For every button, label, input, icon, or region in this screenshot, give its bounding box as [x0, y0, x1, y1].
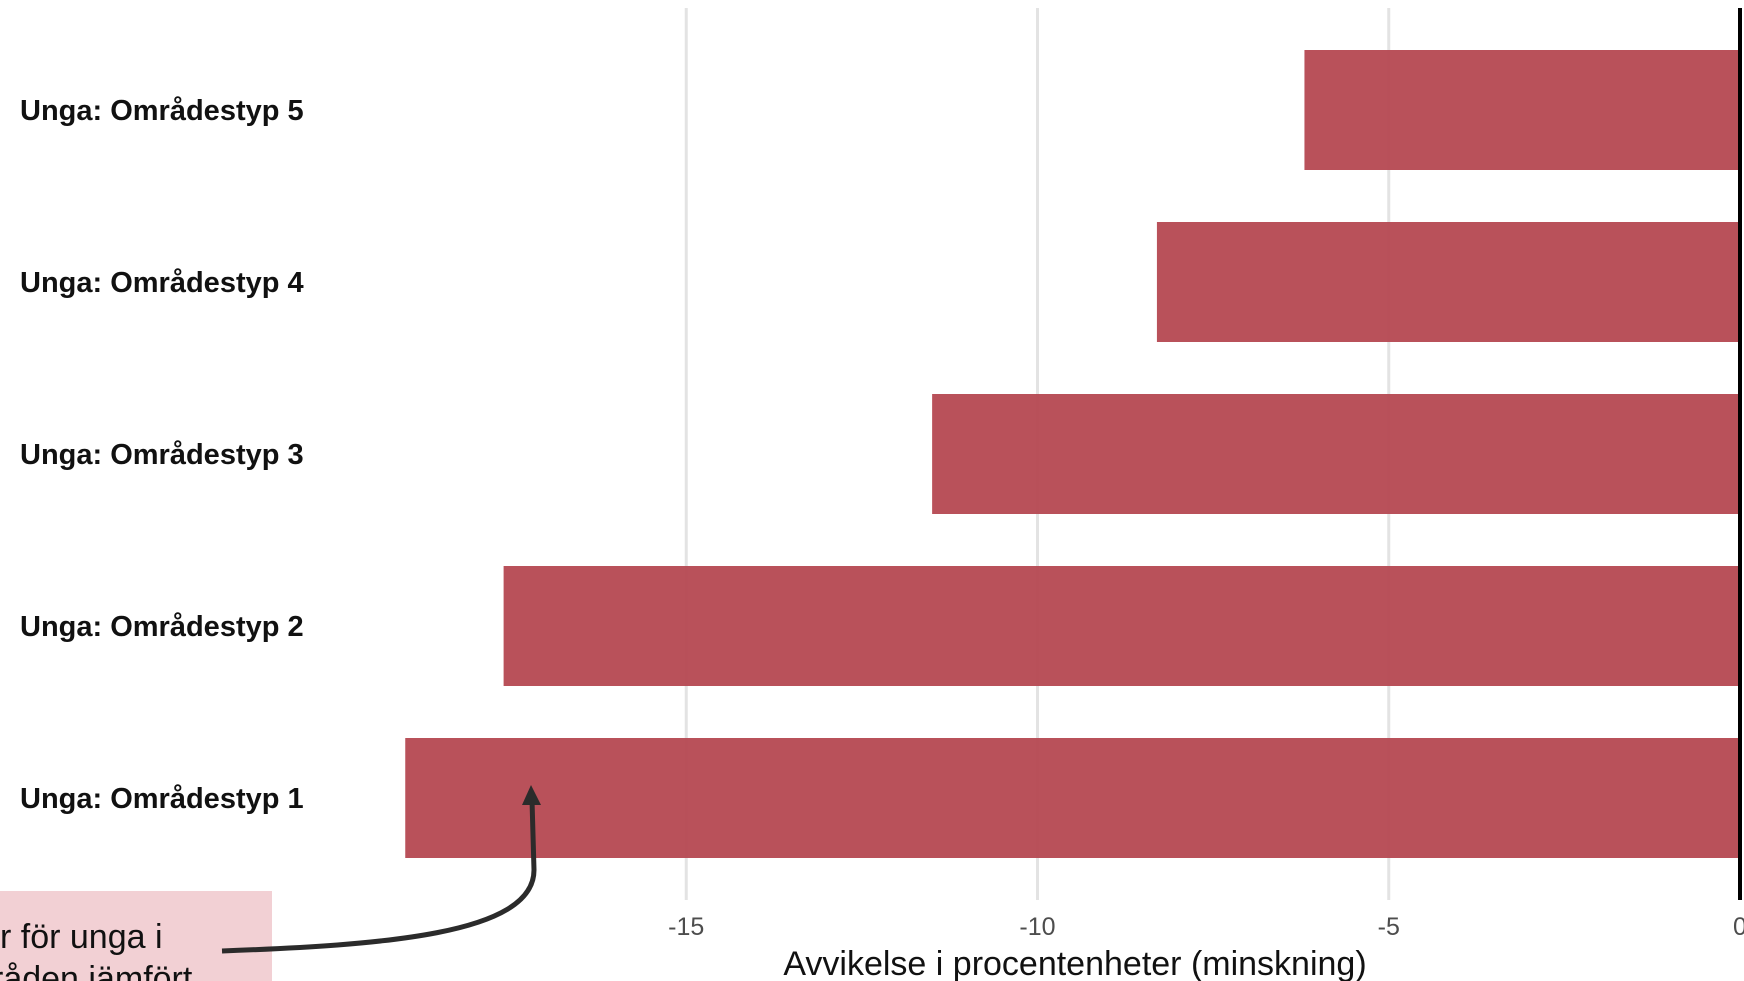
x-axis-title: Avvikelse i procentenheter (minskning) [783, 945, 1366, 981]
x-tick-label: 0 [1733, 913, 1744, 941]
x-tick-labels: -15 -10 -5 0 [668, 913, 1744, 941]
annotation-box [0, 891, 272, 981]
annotation-arrow [221, 799, 537, 954]
x-tick-label: -5 [1378, 913, 1400, 941]
category-label: Unga: Områdestyp 2 [20, 611, 304, 643]
bar [1156, 222, 1740, 342]
category-label: Unga: Områdestyp 4 [20, 267, 304, 299]
annotation-text-line-1: r för unga i [0, 918, 163, 956]
x-tick-label: -15 [668, 913, 704, 941]
category-label: Unga: Områdestyp 1 [20, 783, 304, 815]
category-label: Unga: Områdestyp 3 [20, 439, 304, 471]
annotation-text-line-2: råden jämfört [0, 960, 193, 981]
bar [932, 394, 1740, 514]
bar [1304, 50, 1740, 170]
bar [405, 738, 1740, 858]
bars [405, 50, 1741, 858]
bar [503, 566, 1741, 686]
annotation: r för unga i råden jämfört [0, 785, 541, 981]
annotation-arrowhead [522, 785, 541, 805]
x-tick-label: -10 [1019, 913, 1055, 941]
category-labels: Unga: Områdestyp 5 Unga: Områdestyp 4 Unga… [20, 95, 304, 815]
category-label: Unga: Områdestyp 5 [20, 95, 304, 127]
